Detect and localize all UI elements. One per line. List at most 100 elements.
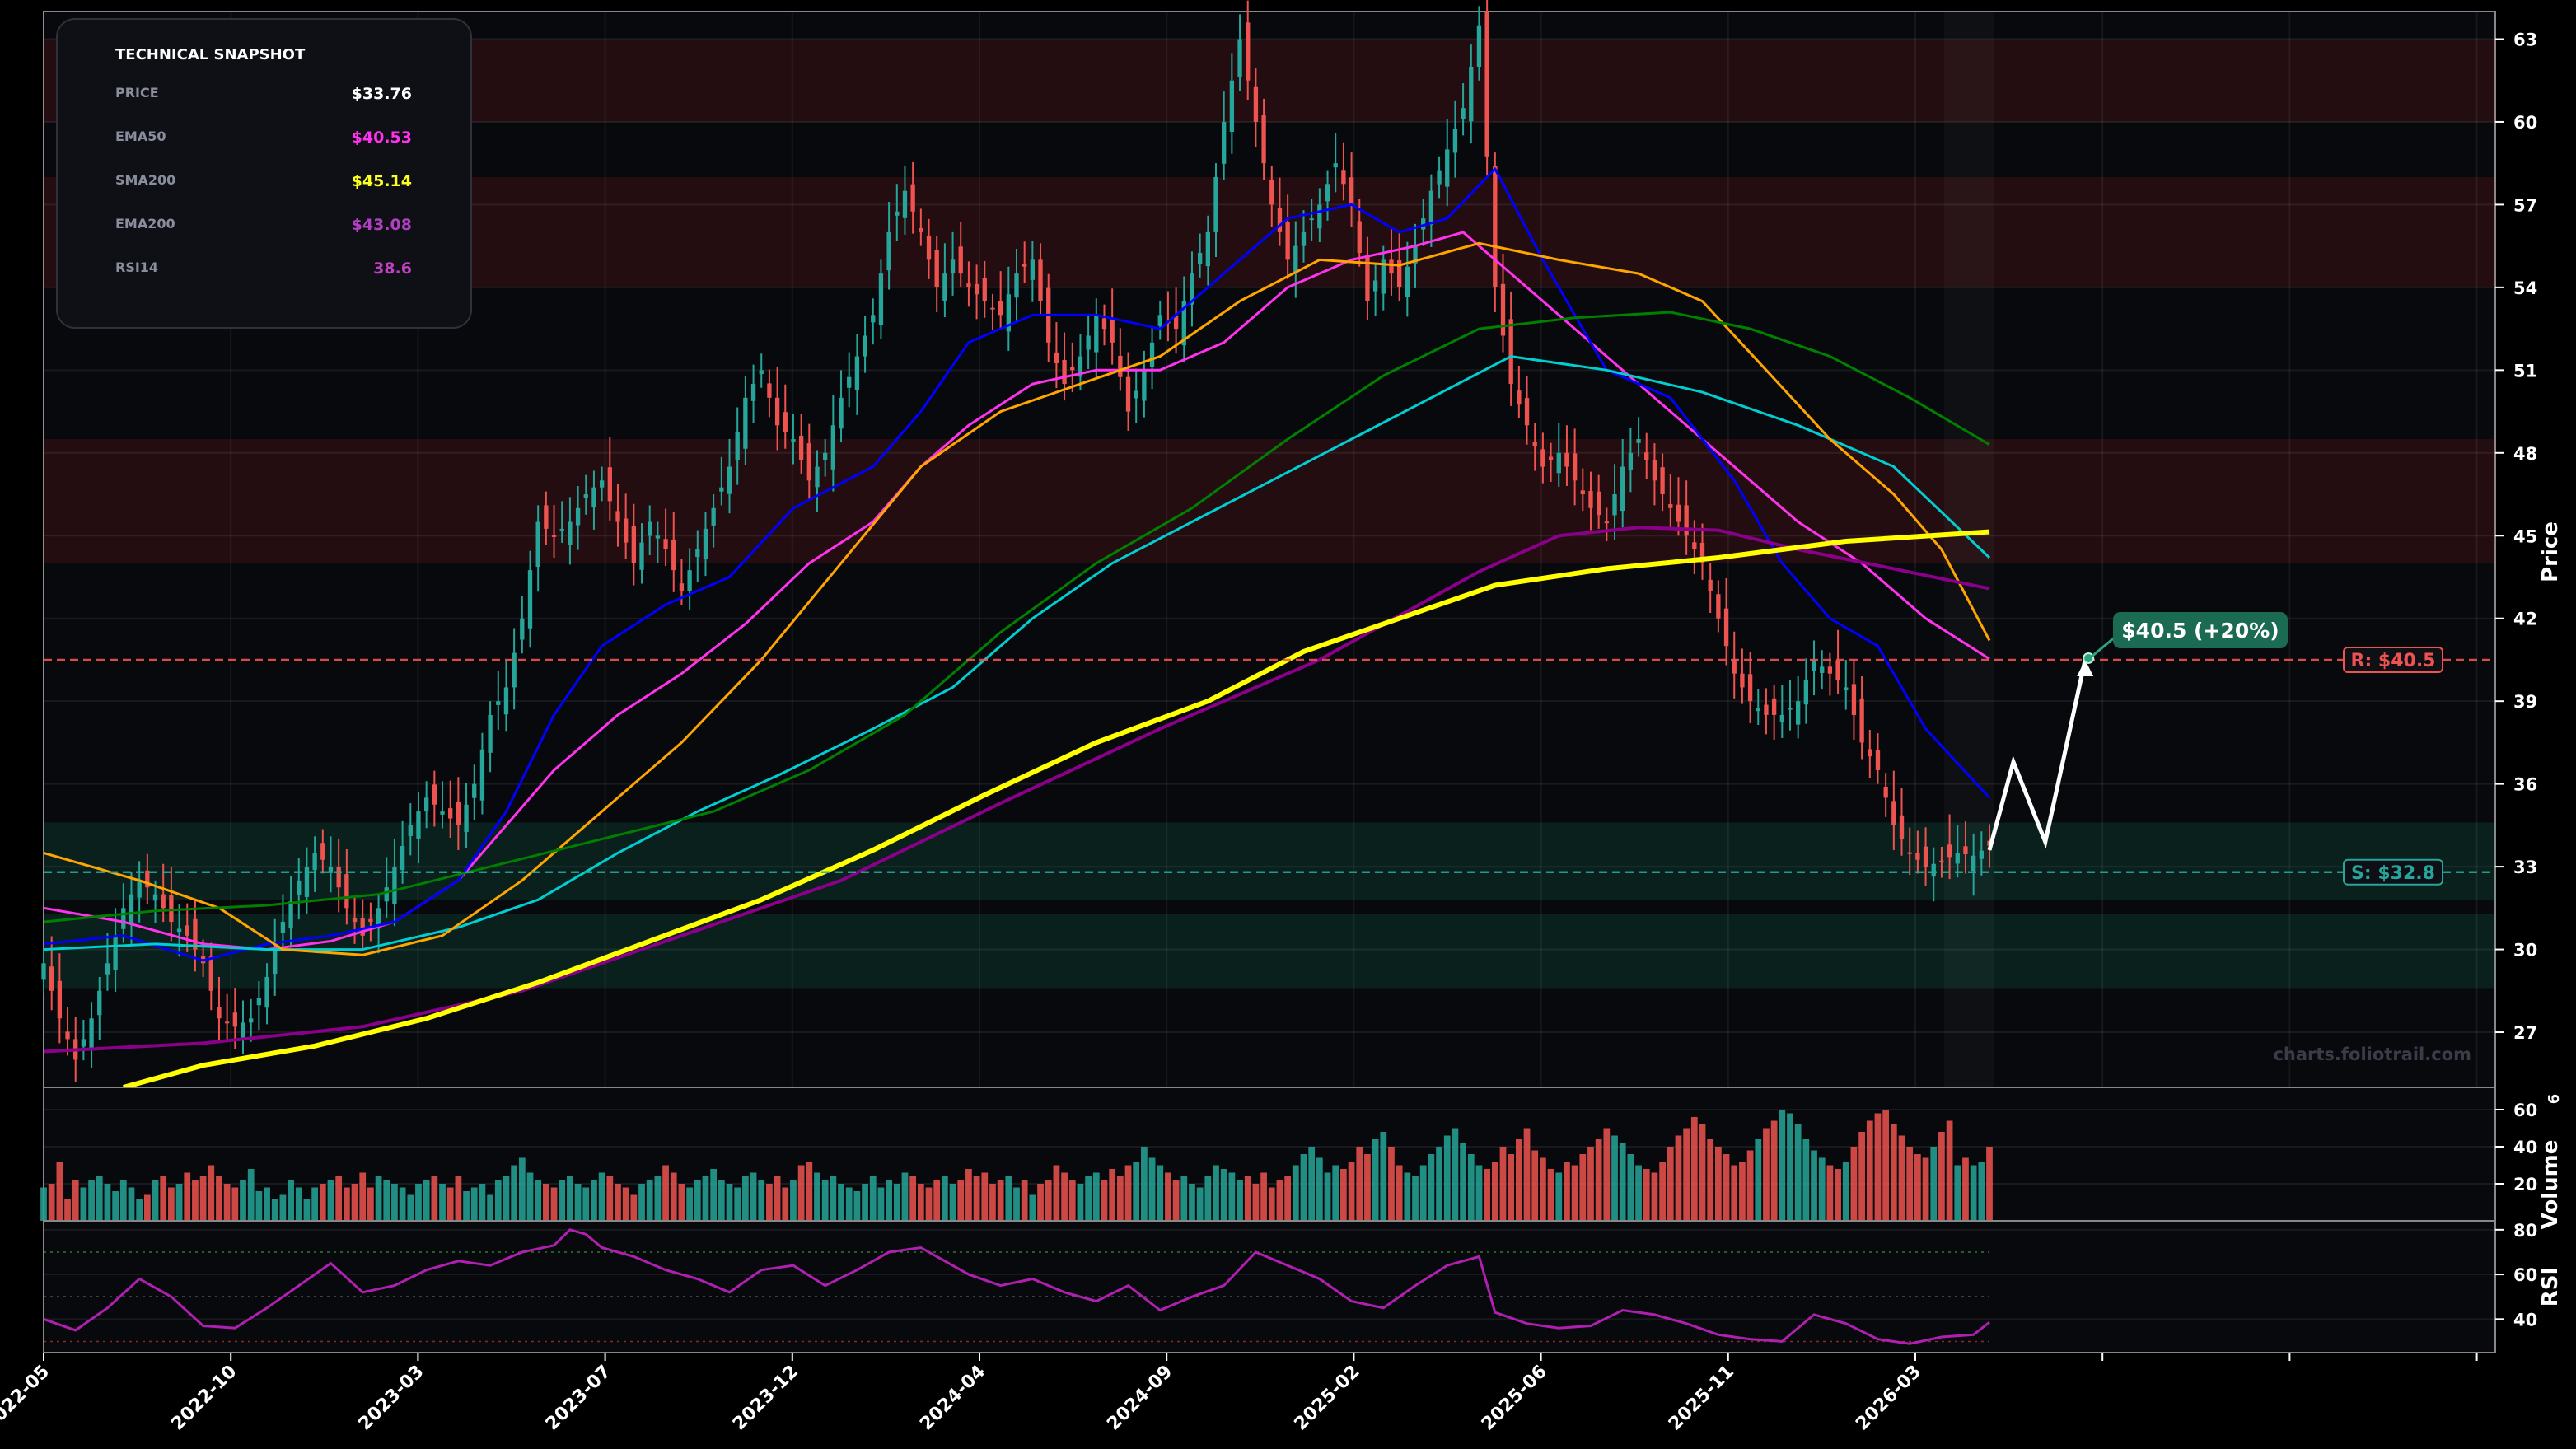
candle-body [1413,245,1418,264]
candle-body [942,273,947,301]
candle-body [49,966,54,991]
volume-bar [1180,1176,1188,1221]
volume-bar [1508,1154,1515,1221]
volume-bar [1930,1147,1938,1221]
candle-body [113,935,118,970]
rsi-path [43,1228,1990,1345]
volume-bar [119,1180,127,1221]
volume-bar [1970,1165,1977,1221]
candle-body [655,535,661,539]
snapshot-box [56,18,472,329]
volume-bar [319,1184,326,1221]
snapshot-value: $40.53 [352,129,412,147]
candle-body [368,918,373,923]
volume-bar [1811,1150,1817,1221]
candle-body [1110,319,1115,343]
projection-arrowhead [2077,659,2094,676]
candle-body [1732,659,1737,674]
candle-body [958,246,963,274]
volume-bar [574,1184,582,1221]
candle-body [1205,231,1210,267]
resistance-label-box [2343,646,2443,673]
volume-bar [152,1180,159,1221]
candle-body [503,687,509,715]
candle-body [1668,504,1673,508]
volume-bar [622,1187,629,1221]
volume-bar [231,1187,239,1221]
candle-body [902,190,908,218]
candle-body [535,521,540,568]
candle-body [1971,855,1976,872]
candle-body [1628,452,1634,470]
volume-bar [88,1180,95,1221]
volume-bar [997,1180,1004,1221]
candle-body [89,1018,94,1049]
volume-bar [72,1180,79,1221]
volume-bar [1635,1165,1642,1221]
volume-bar [957,1180,965,1221]
candle-body [1285,222,1290,260]
volume-bar [877,1187,885,1221]
candle-body [895,211,900,216]
candle-body [440,811,445,815]
volume-bar [598,1172,605,1221]
volume-bar [1962,1157,1969,1221]
price-tick-label: 42 [2513,610,2537,629]
candle-body [1070,367,1075,371]
volume-bar [1842,1162,1849,1221]
support-label: S: $32.8 [2343,858,2443,886]
candle-body [1612,494,1617,516]
candle-body [839,397,844,429]
snapshot-title: TECHNICAL SNAPSHOT [115,46,306,63]
volume-bar [1045,1180,1052,1221]
candle-body [1844,687,1849,691]
candle-body [256,998,262,1006]
volume-bar [184,1172,191,1221]
volume-bar [143,1194,151,1221]
price-tick-label: 60 [2513,113,2537,133]
volume-bar [104,1184,111,1221]
candle-body [352,918,358,923]
candle-body [137,880,142,898]
candle-body [408,825,413,836]
volume-bar [223,1184,231,1221]
target-label: $40.5 (+20%) [2113,612,2288,648]
volume-axis-label: Volume [2538,1140,2563,1230]
candle-body [105,963,110,975]
volume-axis: 20 40 60 [2495,1101,2537,1194]
volume-bar [710,1169,718,1221]
rsi-axis: 40 60 80 [2495,1221,2537,1330]
candle-body [1357,221,1362,254]
candle-body [703,528,708,560]
volume-bar [853,1191,861,1221]
volume-bar [335,1176,343,1221]
candle-body [527,570,533,629]
candle-body [1301,231,1307,246]
ma-line-sma50 [43,241,1991,956]
volume-bar [1220,1169,1227,1221]
volume-bar [423,1180,430,1221]
candle-body [982,278,987,301]
candle-body [81,1039,86,1047]
volume-bar [415,1184,422,1221]
candle-body [1915,853,1920,860]
candle-body [1963,846,1968,855]
volume-bar [1564,1162,1570,1221]
rsi-panel-background [43,1220,2496,1353]
price-axis: 27 30 33 36 39 42 45 48 51 54 57 60 63 [2495,30,2537,1043]
volume-bar [1699,1124,1706,1221]
candle-body [1580,490,1585,495]
price-tick-label: 45 [2513,526,2537,546]
candle-body [783,412,788,432]
candle-body [423,797,429,812]
volume-bar [1364,1154,1371,1221]
technical-snapshot-panel: TECHNICAL SNAPSHOT PRICE $33.76 EMA50 $40.5… [56,18,472,329]
demand-zone [44,822,2495,900]
candle-body [1389,259,1394,274]
candle-body [1452,129,1458,153]
candle-body [950,259,956,274]
price-axis-label: Price [2538,521,2563,582]
candle-body [1851,684,1857,715]
volume-bar [494,1180,502,1221]
